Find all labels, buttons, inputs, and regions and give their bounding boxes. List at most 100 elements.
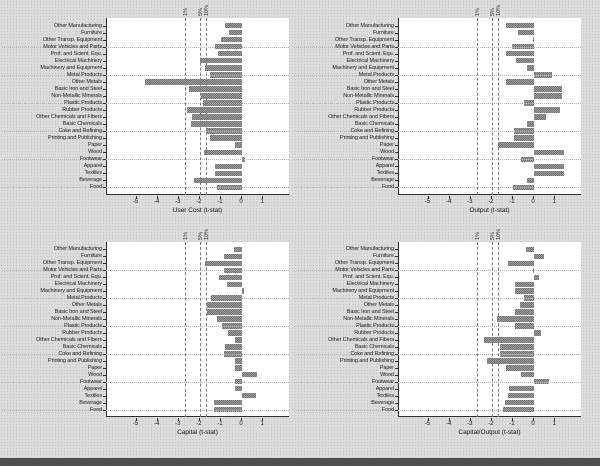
critical-value-line-5% bbox=[199, 242, 201, 417]
y-label: Textiles bbox=[376, 392, 394, 399]
y-label: Prof. and Scient. Equ. bbox=[342, 274, 394, 281]
x-tick-label: -2 bbox=[196, 421, 202, 427]
y-tick bbox=[395, 388, 398, 390]
bar-paper bbox=[505, 365, 535, 371]
x-tick bbox=[511, 418, 513, 421]
x-tick bbox=[490, 418, 492, 421]
y-tick bbox=[103, 46, 106, 48]
y-label: Other Metals bbox=[363, 302, 394, 309]
gridline bbox=[294, 298, 581, 300]
x-tick-label: -5 bbox=[424, 421, 431, 427]
critical-value-label-1%: 1% bbox=[182, 8, 189, 16]
y-tick bbox=[103, 277, 106, 279]
y-label: Textiles bbox=[84, 170, 102, 177]
x-tick bbox=[469, 196, 471, 199]
y-tick bbox=[103, 381, 106, 383]
y-tick bbox=[395, 353, 398, 355]
y-tick bbox=[395, 138, 398, 140]
y-tick bbox=[103, 312, 106, 314]
bar-other-transp-equipment bbox=[205, 260, 243, 267]
gridline bbox=[2, 46, 289, 48]
critical-value-line-1% bbox=[184, 18, 186, 195]
y-label: Non-Metallic Minerals bbox=[343, 92, 394, 99]
y-tick bbox=[103, 249, 106, 251]
x-tick-label: -5 bbox=[132, 199, 139, 205]
plot-area-output bbox=[398, 18, 581, 195]
x-tick bbox=[554, 196, 556, 199]
gridline bbox=[2, 409, 289, 411]
bar-other-manufacturing bbox=[233, 246, 243, 253]
bar-machinery-and-equipment bbox=[526, 65, 535, 71]
y-tick bbox=[103, 67, 106, 69]
y-tick bbox=[395, 110, 398, 112]
bar-printing-and-publishing bbox=[210, 135, 243, 141]
x-tick bbox=[135, 196, 137, 199]
y-label: Beverage bbox=[79, 177, 102, 184]
x-tick bbox=[448, 196, 450, 199]
y-label: Plastic Products bbox=[356, 323, 394, 330]
gridline bbox=[2, 159, 289, 161]
gridline bbox=[294, 270, 581, 272]
x-tick bbox=[156, 196, 158, 199]
gridline bbox=[2, 353, 289, 355]
gridline bbox=[2, 381, 289, 383]
gridline bbox=[294, 326, 581, 328]
y-tick bbox=[395, 88, 398, 90]
y-tick bbox=[395, 32, 398, 34]
bar-rubber-products bbox=[228, 330, 243, 336]
axis-title-output: Output (t-stat) bbox=[469, 207, 510, 214]
y-tick bbox=[103, 319, 106, 321]
bar-paper bbox=[234, 365, 243, 371]
gridline bbox=[2, 74, 289, 76]
bar-other-metals bbox=[144, 79, 243, 85]
bar-other-chemicals-and-fibers bbox=[534, 114, 546, 120]
y-label: Plastic Products bbox=[64, 99, 102, 106]
y-tick bbox=[395, 374, 398, 376]
y-label: Furniture bbox=[80, 29, 102, 36]
x-tick-label: -3 bbox=[175, 421, 181, 427]
x-tick-label: 0 bbox=[531, 421, 535, 427]
x-tick-label: -5 bbox=[132, 421, 139, 427]
y-label: Wood bbox=[380, 149, 394, 156]
x-tick bbox=[262, 418, 264, 421]
critical-value-label-1%: 1% bbox=[474, 8, 481, 16]
y-label: Food bbox=[89, 184, 102, 191]
bar-other-chemicals-and-fibers bbox=[234, 337, 243, 343]
bar-other-metals bbox=[505, 79, 535, 85]
x-tick-label: -2 bbox=[196, 199, 202, 205]
x-tick-label: -4 bbox=[445, 421, 452, 427]
y-tick bbox=[103, 117, 106, 119]
y-label: Furniture bbox=[372, 29, 394, 36]
y-tick bbox=[103, 53, 106, 55]
gridline bbox=[2, 131, 289, 133]
gridline bbox=[2, 102, 289, 104]
y-label: Basic Iron and Steel bbox=[54, 85, 102, 92]
bar-paper bbox=[234, 142, 243, 148]
y-tick bbox=[103, 102, 106, 104]
x-tick bbox=[262, 196, 264, 199]
y-label: Machinery and Equipment bbox=[332, 64, 394, 71]
y-label: Electrical Machinery bbox=[54, 281, 102, 288]
y-label: Other Transp. Equipment bbox=[334, 36, 394, 43]
bar-prof-and-scient-equ- bbox=[505, 50, 535, 57]
bar-other-transp-equipment bbox=[220, 36, 243, 43]
bar-electrical-machinery bbox=[515, 281, 535, 288]
x-tick bbox=[219, 418, 221, 421]
y-label: Motor Vehicles and Parts bbox=[43, 43, 102, 50]
x-tick bbox=[554, 418, 556, 421]
y-label: Basic Chemicals bbox=[354, 121, 394, 128]
bar-textiles bbox=[507, 392, 535, 399]
bar-beverage bbox=[526, 177, 535, 184]
y-tick bbox=[103, 270, 106, 272]
y-label: Metal Products bbox=[358, 295, 394, 302]
y-tick bbox=[103, 187, 106, 189]
y-tick bbox=[395, 360, 398, 362]
bar-basic-chemicals bbox=[526, 121, 535, 127]
bar-other-transp-equipment bbox=[507, 260, 535, 267]
x-tick-label: 0 bbox=[239, 421, 243, 427]
y-tick bbox=[103, 332, 106, 334]
bar-prof-and-scient-equ- bbox=[218, 274, 243, 281]
y-label: Paper bbox=[87, 364, 102, 371]
y-tick bbox=[395, 263, 398, 265]
y-label: Coke and Refining bbox=[58, 128, 102, 135]
